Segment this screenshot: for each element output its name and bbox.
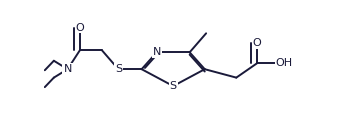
Text: S: S bbox=[170, 81, 177, 91]
Text: S: S bbox=[115, 64, 122, 74]
Text: N: N bbox=[63, 64, 72, 74]
Text: O: O bbox=[75, 22, 84, 32]
Text: O: O bbox=[252, 38, 261, 48]
Text: OH: OH bbox=[276, 58, 293, 68]
Text: N: N bbox=[153, 47, 161, 57]
